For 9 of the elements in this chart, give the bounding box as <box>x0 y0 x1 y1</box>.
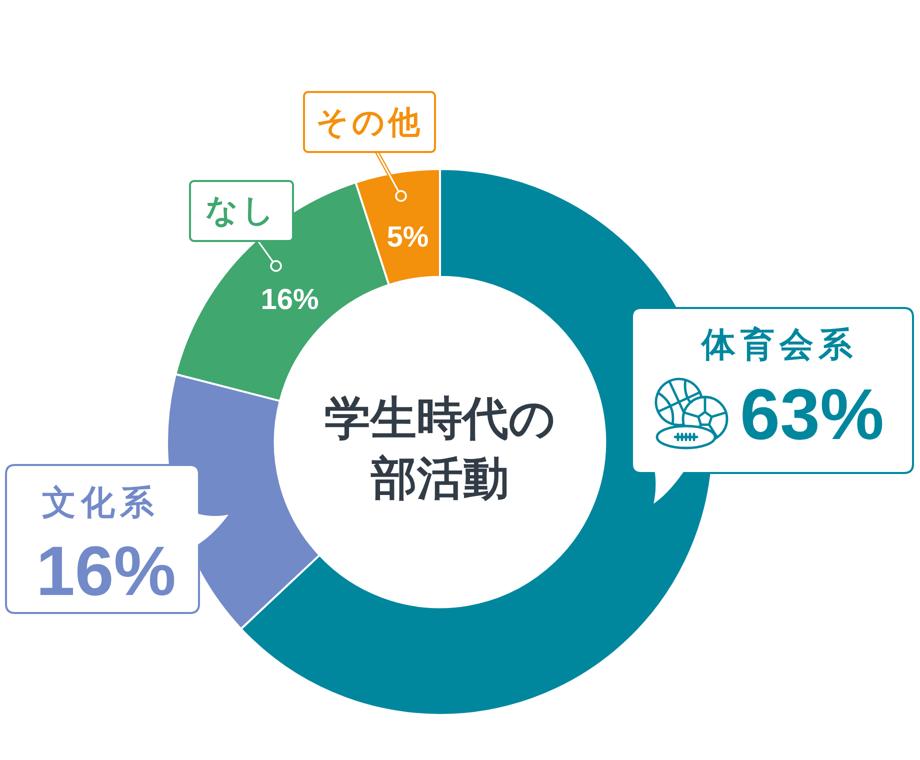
data-label: 63% <box>738 375 886 455</box>
data-label: 16% <box>34 532 178 610</box>
slice-label: なし <box>206 191 278 229</box>
slice-label: その他 <box>315 103 424 141</box>
slice-label: 文化系 <box>41 483 160 523</box>
slice-label: 体育会系 <box>700 325 858 365</box>
data-label: 16% <box>260 284 319 316</box>
data-label: 5% <box>386 221 429 254</box>
text: 学生時代の部活動 <box>324 390 556 507</box>
